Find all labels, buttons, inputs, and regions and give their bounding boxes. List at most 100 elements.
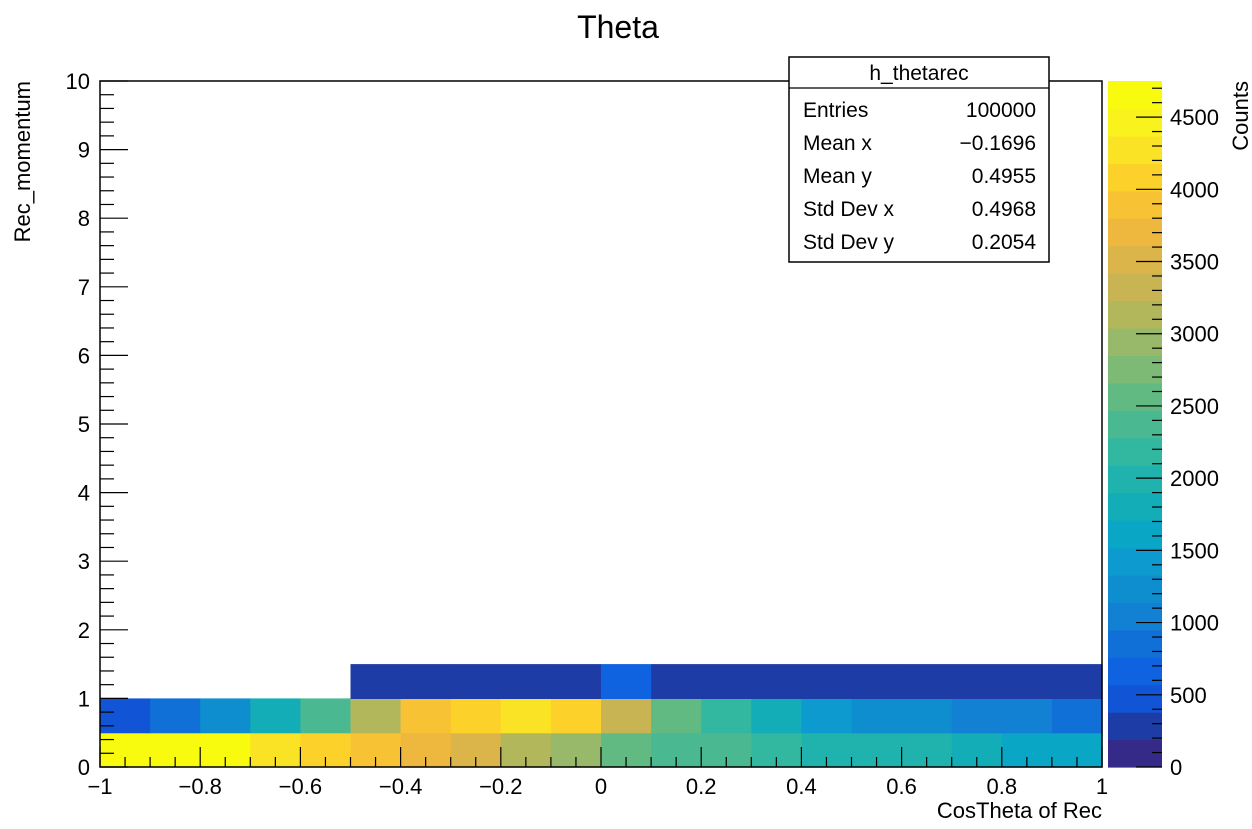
color-scale-segment <box>1108 739 1162 768</box>
heatmap-cell <box>500 698 552 734</box>
stats-row-label: Entries <box>803 99 868 122</box>
heatmap-cell <box>951 664 1003 699</box>
stats-row-value: 0.2054 <box>972 231 1037 254</box>
y-tick-label: 5 <box>78 412 90 437</box>
color-scale-segment <box>1108 465 1162 494</box>
stats-box: h_thetarec Entries 100000 Mean x −0.1696 Mea… <box>788 56 1050 263</box>
color-scale-label: Counts <box>1228 81 1252 151</box>
color-scale-segment <box>1108 410 1162 439</box>
y-tick-label: 9 <box>78 138 90 163</box>
z-tick-label: 2000 <box>1170 466 1219 491</box>
y-axis: 0 1 2 3 4 5 6 7 8 9 10 <box>66 69 128 780</box>
y-tick-label: 3 <box>78 549 90 574</box>
color-scale-segment <box>1108 382 1162 411</box>
z-tick-label: 2500 <box>1170 394 1219 419</box>
heatmap-cell <box>701 664 752 699</box>
heatmap-cell <box>100 698 151 734</box>
heatmap-cell <box>350 664 402 699</box>
heatmap-cell <box>1051 664 1103 699</box>
color-scale-segment <box>1108 163 1162 192</box>
heatmap-cell <box>150 698 201 734</box>
z-tick-label: 3500 <box>1170 250 1219 275</box>
heatmap-cell <box>751 664 802 699</box>
color-scale-bar <box>1108 81 1162 768</box>
heatmap-cell <box>450 698 502 734</box>
z-tick-label: 4500 <box>1170 105 1219 130</box>
heatmap-cell <box>651 664 702 699</box>
x-tick-label: 0.6 <box>886 774 917 799</box>
stats-row-value: −0.1696 <box>960 132 1037 155</box>
color-scale-segment <box>1108 81 1162 110</box>
color-scale-segment <box>1108 684 1162 713</box>
x-tick-label: 0.4 <box>786 774 817 799</box>
heatmap-cell <box>400 664 452 699</box>
chart-title: Theta <box>577 9 659 45</box>
x-tick-label: 0.8 <box>987 774 1018 799</box>
z-tick-label: 1000 <box>1170 611 1219 636</box>
heatmap-cell <box>801 664 853 699</box>
heatmap-cell <box>651 698 702 734</box>
color-scale-segment <box>1108 327 1162 356</box>
heatmap-cell <box>400 698 452 734</box>
stats-box-frame <box>788 56 1050 263</box>
y-tick-label: 1 <box>78 686 90 711</box>
x-tick-label: 1 <box>1096 774 1108 799</box>
heatmap-cell <box>751 698 802 734</box>
y-tick-label: 6 <box>78 343 90 368</box>
heatmap-cell <box>951 698 1003 734</box>
x-tick-label: −0.4 <box>379 774 422 799</box>
x-axis-label: CosTheta of Rec <box>937 798 1102 823</box>
heatmap-cell <box>601 698 652 734</box>
stats-row-value: 0.4955 <box>972 165 1036 188</box>
stats-row-label: Std Dev y <box>803 231 895 254</box>
x-tick-label: −0.2 <box>479 774 522 799</box>
stats-row-value: 100000 <box>966 99 1036 122</box>
color-scale-segment <box>1108 437 1162 466</box>
y-tick-label: 7 <box>78 275 90 300</box>
x-tick-label: 0 <box>595 774 607 799</box>
color-scale-segment <box>1108 108 1162 137</box>
z-tick-label: 1500 <box>1170 538 1219 563</box>
stats-row-label: Mean y <box>803 165 872 188</box>
heatmap-cell <box>601 664 652 699</box>
heatmap-cell <box>200 698 251 734</box>
heatmap-cell <box>1001 664 1053 699</box>
heatmap-cell <box>450 664 502 699</box>
color-scale-segment <box>1108 135 1162 164</box>
heatmap-cell <box>901 664 953 699</box>
z-tick-label: 3000 <box>1170 322 1219 347</box>
color-scale-segment <box>1108 602 1162 631</box>
x-tick-label: −1 <box>87 774 112 799</box>
heatmap-cell <box>550 664 602 699</box>
stats-box-name: h_thetarec <box>869 62 968 85</box>
heatmap-cell <box>1051 698 1103 734</box>
y-axis-label: Rec_momentum <box>10 81 35 242</box>
color-scale-segment <box>1108 520 1162 549</box>
y-tick-label: 0 <box>78 755 90 780</box>
x-tick-label: 0.2 <box>686 774 717 799</box>
color-scale-segment <box>1108 190 1162 219</box>
heatmap-cell <box>801 698 853 734</box>
stats-row-label: Mean x <box>803 132 872 155</box>
y-tick-label: 2 <box>78 618 90 643</box>
plot-frame <box>99 80 1103 768</box>
heatmap-cell <box>350 698 402 734</box>
heatmap-cell <box>851 664 903 699</box>
color-scale-segment <box>1108 273 1162 302</box>
y-tick-label: 10 <box>66 69 90 94</box>
heatmap-cell <box>300 698 352 734</box>
color-scale-segment <box>1108 245 1162 274</box>
color-scale-segment <box>1108 657 1162 686</box>
color-scale-segment <box>1108 547 1162 576</box>
heatmap-cell <box>851 698 903 734</box>
z-tick-label: 4000 <box>1170 177 1219 202</box>
color-scale-segment <box>1108 629 1162 658</box>
color-scale-segment <box>1108 355 1162 384</box>
color-scale-segment <box>1108 712 1162 741</box>
y-tick-label: 8 <box>78 206 90 231</box>
heatmap-cell <box>550 698 602 734</box>
heatmap-cell <box>500 664 552 699</box>
x-tick-label: −0.8 <box>178 774 221 799</box>
z-tick-label: 0 <box>1170 755 1182 780</box>
